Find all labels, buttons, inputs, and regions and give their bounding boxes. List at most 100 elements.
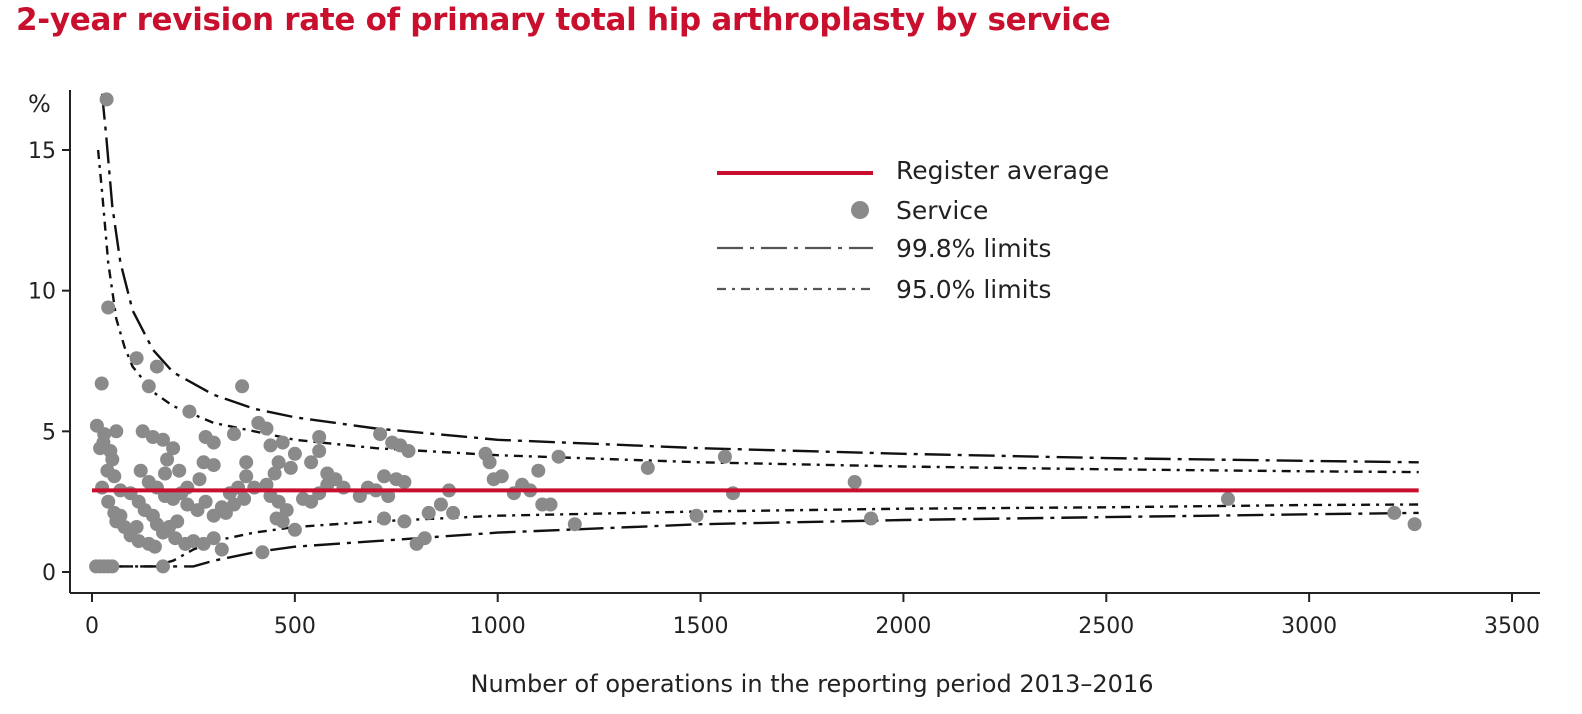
- service-point: [304, 455, 319, 470]
- service-point: [279, 503, 294, 518]
- service-point: [283, 460, 298, 475]
- service-point: [433, 497, 448, 512]
- service-point: [312, 444, 327, 458]
- limit-line-95-0-lower: [96, 503, 1419, 568]
- service-point: [551, 449, 566, 464]
- y-tick-label: 0: [42, 561, 56, 586]
- service-point: [259, 477, 274, 492]
- service-point: [135, 424, 150, 439]
- service-point: [1407, 517, 1422, 532]
- y-tick-label: 10: [28, 280, 56, 305]
- service-point: [147, 539, 162, 554]
- service-point: [397, 475, 412, 489]
- service-point: [129, 520, 144, 534]
- service-point: [129, 351, 144, 366]
- service-point: [149, 359, 164, 374]
- service-point: [543, 497, 558, 512]
- service-point: [373, 427, 388, 442]
- limit-line-99-8-upper: [100, 93, 1419, 464]
- x-tick-label: 0: [85, 614, 99, 639]
- service-point: [172, 463, 187, 478]
- service-point: [377, 511, 392, 526]
- service-point: [567, 517, 582, 532]
- service-point: [101, 300, 116, 315]
- x-tick-label: 3500: [1484, 614, 1540, 639]
- limit-line-99-8-lower: [96, 511, 1419, 568]
- service-point: [397, 514, 412, 529]
- y-tick-label: 5: [42, 420, 56, 445]
- service-point: [259, 421, 274, 436]
- service-point: [287, 522, 302, 537]
- service-point: [847, 475, 862, 489]
- service-point: [421, 505, 436, 520]
- service-point: [107, 469, 122, 484]
- service-point: [109, 424, 124, 439]
- service-point: [381, 489, 396, 503]
- service-point: [494, 469, 509, 484]
- legend: Register average Service 99.8% limits 95.0%…: [717, 156, 1109, 304]
- x-tick-label: 2500: [1078, 614, 1134, 639]
- service-point: [206, 458, 221, 473]
- service-point: [214, 542, 229, 557]
- y-axis-label: %: [28, 90, 51, 118]
- service-point: [640, 460, 655, 475]
- service-point: [105, 559, 120, 574]
- service-point: [141, 379, 156, 394]
- service-point: [1221, 491, 1235, 506]
- service-point: [864, 511, 878, 526]
- legend-label: Service: [896, 196, 988, 225]
- service-point: [726, 486, 740, 501]
- service-point: [95, 480, 110, 495]
- service-point: [269, 511, 284, 526]
- service-point: [156, 432, 170, 447]
- service-point: [141, 475, 156, 489]
- service-point: [417, 531, 432, 546]
- service-point: [237, 491, 252, 506]
- x-tick-label: 500: [274, 614, 316, 639]
- service-point: [446, 505, 461, 520]
- service-point: [267, 466, 282, 481]
- service-point: [158, 466, 172, 481]
- service-point: [206, 531, 221, 546]
- x-tick-label: 3000: [1281, 614, 1337, 639]
- legend-swatch-service: [851, 201, 869, 219]
- service-point: [531, 463, 546, 478]
- axes: 0 5 10 15 0 500 1000 1500 2000 2500 3000 3500: [28, 90, 1540, 639]
- service-point: [239, 469, 254, 484]
- service-point: [156, 559, 170, 574]
- service-point: [377, 469, 392, 484]
- service-point: [336, 480, 351, 495]
- service-point: [263, 438, 278, 453]
- x-axis-label: Number of operations in the reporting pe…: [471, 670, 1154, 698]
- service-point: [312, 430, 327, 444]
- service-point: [99, 92, 114, 107]
- service-point: [1387, 505, 1402, 520]
- service-point: [198, 494, 213, 509]
- chart-title: 2-year revision rate of primary total hi…: [16, 2, 1111, 38]
- service-point: [239, 455, 254, 470]
- service-point: [192, 472, 207, 487]
- service-point: [94, 376, 109, 391]
- service-point: [482, 455, 497, 470]
- service-point: [717, 449, 732, 464]
- service-point: [160, 452, 175, 467]
- legend-label: Register average: [896, 156, 1109, 185]
- service-point: [105, 452, 120, 467]
- service-point: [275, 435, 290, 450]
- service-point: [320, 466, 335, 481]
- x-tick-label: 1500: [673, 614, 729, 639]
- service-point: [689, 508, 704, 523]
- legend-label: 99.8% limits: [896, 234, 1051, 263]
- service-point: [255, 545, 270, 560]
- service-point: [96, 435, 111, 450]
- service-points: [89, 92, 1422, 574]
- service-point: [170, 514, 185, 529]
- service-point: [231, 480, 246, 495]
- service-point: [182, 404, 197, 419]
- service-point: [166, 441, 181, 456]
- service-point: [214, 500, 229, 515]
- service-point: [227, 427, 241, 442]
- service-point: [271, 455, 286, 470]
- service-point: [287, 446, 302, 461]
